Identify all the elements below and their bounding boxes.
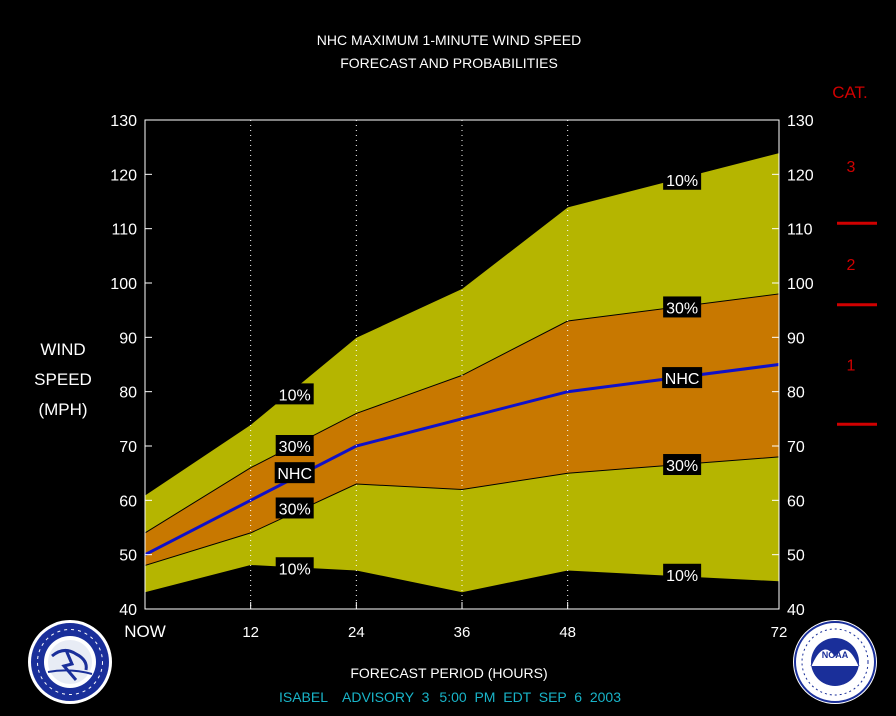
category-label: 2 xyxy=(847,257,856,274)
series-label: 10% xyxy=(666,173,698,190)
x-tick-label: 48 xyxy=(559,624,576,641)
nws-logo xyxy=(28,620,112,704)
series-label: NHC xyxy=(665,371,700,388)
y-tick-label-left: 100 xyxy=(110,276,137,293)
x-tick-label: 36 xyxy=(454,624,471,641)
series-label: NHC xyxy=(277,466,312,483)
y-tick-label-right: 120 xyxy=(787,167,814,184)
y-tick-label-right: 50 xyxy=(787,548,805,565)
y-tick-label-right: 60 xyxy=(787,493,805,510)
footer-storm: ISABEL xyxy=(279,689,328,705)
y-tick-label-left: 90 xyxy=(119,330,137,347)
series-label: 10% xyxy=(279,387,311,404)
advisory-footer: ISABEL ADVISORY 3 5:00 PM EDT SEP 6 2003 xyxy=(279,689,621,705)
x-tick-label: 12 xyxy=(242,624,259,641)
y-tick-label-left: 70 xyxy=(119,439,137,456)
y-axis-right: 40 50 60 70 80 90 100 110 120 130 xyxy=(772,113,814,619)
y-axis-left: 40 50 60 70 80 90 100 110 120 130 xyxy=(110,113,152,619)
y-tick-label-right: 90 xyxy=(787,330,805,347)
y-axis-label-line-1: WIND xyxy=(40,340,85,359)
category-label: 3 xyxy=(847,159,856,176)
series-label: 30% xyxy=(279,439,311,456)
chart-subtitle: FORECAST AND PROBABILITIES xyxy=(340,55,558,71)
y-tick-label-left: 130 xyxy=(110,113,137,130)
series-label: 10% xyxy=(279,561,311,578)
category-label: 1 xyxy=(847,358,856,375)
series-labels: 10% 30% NHC 30% 10% 10% 30% NHC 30% 10% xyxy=(274,168,703,585)
chart-title: NHC MAXIMUM 1-MINUTE WIND SPEED xyxy=(317,32,581,48)
footer-advisory: ADVISORY 3 xyxy=(342,689,430,705)
series-label-box xyxy=(275,435,314,456)
y-tick-label-right: 110 xyxy=(787,222,813,239)
x-axis-label: FORECAST PERIOD (HOURS) xyxy=(350,665,547,681)
y-tick-label-left: 120 xyxy=(110,167,137,184)
y-axis-label-line-2: SPEED xyxy=(34,370,92,389)
series-label-box xyxy=(663,296,702,318)
noaa-logo-text: NOAA xyxy=(822,650,849,660)
y-tick-label-right: 40 xyxy=(787,602,805,619)
series-label: 10% xyxy=(666,568,698,585)
x-tick-label: NOW xyxy=(124,622,166,641)
x-tick-label: 24 xyxy=(348,624,365,641)
y-tick-label-right: 70 xyxy=(787,439,805,456)
series-label: 30% xyxy=(666,300,698,317)
series-label-box xyxy=(275,557,314,579)
footer-time: 5:00 PM EDT SEP 6 2003 xyxy=(439,689,621,705)
series-label-box xyxy=(663,454,702,476)
y-tick-label-left: 50 xyxy=(119,548,137,565)
series-label: 30% xyxy=(666,458,698,475)
y-tick-label-left: 80 xyxy=(119,385,137,402)
noaa-logo: NOAA xyxy=(793,620,877,704)
series-label-box xyxy=(275,497,314,519)
y-tick-label-left: 60 xyxy=(119,493,137,510)
y-axis-label-line-3: (MPH) xyxy=(38,400,87,419)
series-label-box xyxy=(662,367,703,389)
series-label: 30% xyxy=(279,501,311,518)
series-label-box xyxy=(275,383,314,405)
y-tick-label-right: 130 xyxy=(787,113,814,130)
x-axis: NOW 12 24 36 48 72 xyxy=(124,602,787,641)
nhc-forecast-line xyxy=(144,363,780,557)
category-scale: 1 2 3 xyxy=(837,159,877,426)
y-tick-label-right: 100 xyxy=(787,276,814,293)
y-tick-label-left: 110 xyxy=(111,222,137,239)
series-label-box xyxy=(663,563,702,585)
series-label-box xyxy=(663,168,702,190)
category-header: CAT. xyxy=(832,83,868,102)
y-tick-label-right: 80 xyxy=(787,385,805,402)
y-tick-label-left: 40 xyxy=(119,602,137,619)
x-tick-label: 72 xyxy=(771,624,788,641)
series-label-box xyxy=(274,462,315,484)
